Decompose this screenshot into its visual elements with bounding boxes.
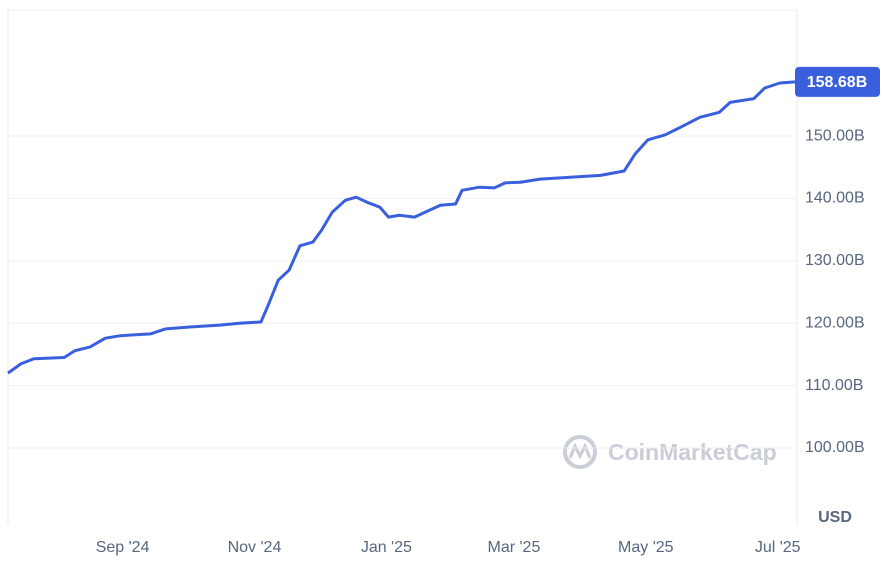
y-axis-label: USD <box>818 509 852 526</box>
y-tick-label: 120.00B <box>805 314 865 331</box>
x-tick-label: May '25 <box>618 539 674 556</box>
y-tick-label: 140.00B <box>805 190 865 207</box>
x-tick-label: Sep '24 <box>96 539 150 556</box>
watermark: CoinMarketCap <box>563 435 777 469</box>
y-tick-label: 100.00B <box>805 439 865 456</box>
x-tick-label: Nov '24 <box>228 539 282 556</box>
watermark-text: CoinMarketCap <box>608 439 777 465</box>
x-tick-label: Jan '25 <box>361 539 412 556</box>
series-line <box>7 80 796 375</box>
value-label-box <box>795 66 880 97</box>
value-label: 158.68B <box>807 74 868 91</box>
y-tick-label: 110.00B <box>805 377 863 394</box>
y-tick-label: 130.00B <box>805 252 865 269</box>
x-tick-label: Mar '25 <box>487 539 540 556</box>
x-tick-label: Jul '25 <box>755 539 801 556</box>
y-tick-label: 150.00B <box>805 127 865 144</box>
